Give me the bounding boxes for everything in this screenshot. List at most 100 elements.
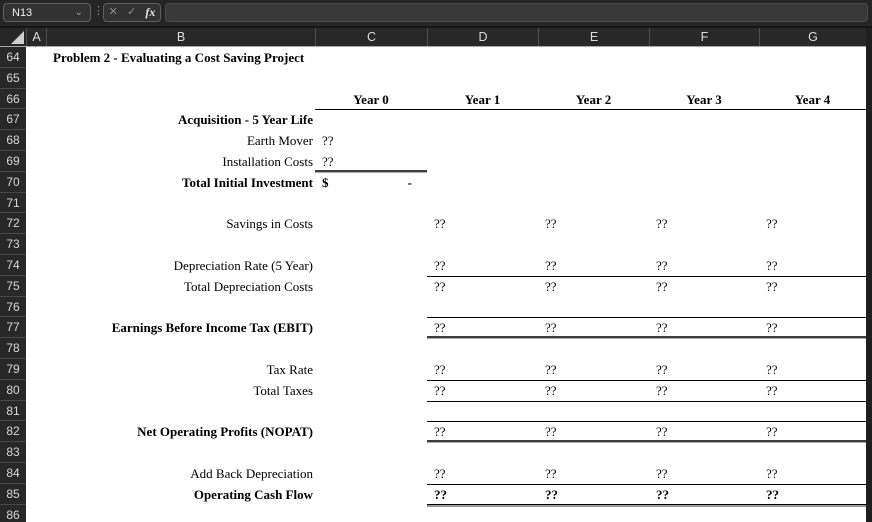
cell-G72[interactable]: ??	[766, 216, 778, 232]
insert-function-icon[interactable]: fx	[145, 5, 156, 19]
column-header-E[interactable]: E	[538, 28, 649, 46]
cell-G82[interactable]: ??	[766, 424, 778, 440]
cell-G66[interactable]: Year 4	[794, 91, 831, 107]
row-header-64[interactable]: 64	[0, 47, 26, 68]
cell-D82[interactable]: ??	[434, 424, 446, 440]
cell-E72[interactable]: ??	[545, 216, 557, 232]
cell-E82[interactable]: ??	[545, 424, 557, 440]
column-header-G[interactable]: G	[759, 28, 866, 46]
column-header-B[interactable]: B	[46, 28, 315, 46]
cell-G74[interactable]: ??	[766, 258, 778, 273]
row-header-80[interactable]: 80	[0, 379, 26, 401]
cell-F74[interactable]: ??	[656, 258, 668, 273]
row-header-68[interactable]: 68	[0, 130, 26, 151]
cell-D80[interactable]: ??	[434, 382, 446, 398]
row-header-86[interactable]: 86	[0, 504, 26, 522]
row-header-74[interactable]: 74	[0, 255, 26, 276]
cell-D84[interactable]: ??	[434, 466, 446, 481]
cell-F72[interactable]: ??	[656, 216, 668, 232]
cell-B82[interactable]: Net Operating Profits (NOPAT)	[137, 424, 313, 440]
cell-E80[interactable]: ??	[545, 382, 557, 398]
column-header-F[interactable]: F	[649, 28, 759, 46]
cell-E66[interactable]: Year 2	[575, 91, 612, 107]
cell-D77[interactable]: ??	[434, 320, 446, 336]
cell-B77[interactable]: Earnings Before Income Tax (EBIT)	[111, 320, 313, 336]
formula-input[interactable]	[165, 3, 868, 22]
cell-C68[interactable]: ??	[322, 133, 334, 149]
cell-G84[interactable]: ??	[766, 466, 778, 481]
cell-C70[interactable]: $	[322, 174, 329, 190]
cell-B68[interactable]: Earth Mover	[246, 133, 313, 149]
cell-G75[interactable]: ??	[766, 278, 778, 294]
cell-G85[interactable]: ??	[766, 486, 779, 502]
name-box[interactable]: N13 ⌄	[3, 3, 91, 22]
cell-B64[interactable]: Problem 2 - Evaluating a Cost Saving Pro…	[53, 50, 305, 65]
row-header-81[interactable]: 81	[0, 400, 26, 422]
cell-B75[interactable]: Total Depreciation Costs	[183, 278, 313, 294]
cell-E85[interactable]: ??	[545, 486, 558, 502]
column-header-A[interactable]: A	[26, 28, 46, 46]
cell-B72[interactable]: Savings in Costs	[226, 216, 313, 232]
row-header-66[interactable]: 66	[0, 88, 26, 110]
enter-icon[interactable]: ✓	[127, 6, 137, 18]
row-header-73[interactable]: 73	[0, 234, 26, 255]
cell-B85[interactable]: Operating Cash Flow	[193, 486, 313, 502]
cell-G80[interactable]: ??	[766, 382, 778, 398]
cell-E75[interactable]: ??	[545, 278, 557, 294]
row-header-82[interactable]: 82	[0, 421, 26, 443]
cell-G79[interactable]: ??	[766, 362, 778, 377]
cell-E84[interactable]: ??	[545, 466, 557, 481]
row-header-65[interactable]: 65	[0, 67, 26, 89]
row-header-85[interactable]: 85	[0, 483, 26, 505]
cell-D79[interactable]: ??	[434, 362, 446, 377]
cell-C70[interactable]: -	[407, 174, 412, 190]
row-header-67[interactable]: 67	[0, 109, 26, 131]
row-header-70[interactable]: 70	[0, 171, 26, 193]
cell-B79[interactable]: Tax Rate	[266, 362, 313, 377]
column-header-C[interactable]: C	[315, 28, 427, 46]
cell-D74[interactable]: ??	[434, 258, 446, 273]
cell-B67[interactable]: Acquisition - 5 Year Life	[177, 112, 313, 128]
cell-F85[interactable]: ??	[656, 486, 669, 502]
cell-F84[interactable]: ??	[656, 466, 668, 481]
cell-D75[interactable]: ??	[434, 278, 446, 294]
select-all-button[interactable]	[0, 28, 26, 46]
row-header-76[interactable]: 76	[0, 296, 26, 318]
cell-E77[interactable]: ??	[545, 320, 557, 336]
cell-E74[interactable]: ??	[545, 258, 557, 273]
cell-F82[interactable]: ??	[656, 424, 668, 440]
name-box-value: N13	[12, 6, 33, 19]
cell-E79[interactable]: ??	[545, 362, 557, 377]
cell-B70[interactable]: Total Initial Investment	[182, 174, 313, 190]
cell-G77[interactable]: ??	[766, 320, 778, 336]
cell-B69[interactable]: Installation Costs	[222, 154, 313, 169]
row-header-79[interactable]: 79	[0, 359, 26, 380]
chevron-down-icon[interactable]: ⌄	[74, 6, 83, 18]
cell-B80[interactable]: Total Taxes	[253, 382, 313, 398]
row-header-84[interactable]: 84	[0, 463, 26, 484]
cell-F77[interactable]: ??	[656, 320, 668, 336]
cell-D72[interactable]: ??	[434, 216, 446, 232]
row-header-83[interactable]: 83	[0, 442, 26, 463]
row-header-71[interactable]: 71	[0, 192, 26, 214]
row-header-75[interactable]: 75	[0, 275, 26, 297]
column-header-D[interactable]: D	[427, 28, 538, 46]
cell-D66[interactable]: Year 1	[464, 91, 501, 107]
formula-buttons: ✕ ✓ fx	[103, 3, 161, 22]
cell-C69[interactable]: ??	[322, 154, 334, 169]
row-header-69[interactable]: 69	[0, 151, 26, 172]
cell-F79[interactable]: ??	[656, 362, 668, 377]
cell-B84[interactable]: Add Back Depreciation	[190, 466, 313, 481]
row-header-72[interactable]: 72	[0, 213, 26, 235]
cell-B74[interactable]: Depreciation Rate (5 Year)	[173, 258, 313, 273]
cell-C66[interactable]: Year 0	[353, 91, 389, 107]
cell-F80[interactable]: ??	[656, 382, 668, 398]
cell-F66[interactable]: Year 3	[686, 91, 722, 107]
row-header-77[interactable]: 77	[0, 317, 26, 339]
row-header-78[interactable]: 78	[0, 338, 26, 359]
cancel-icon[interactable]: ✕	[108, 6, 118, 18]
cell-F75[interactable]: ??	[656, 278, 668, 294]
cell-D85[interactable]: ??	[434, 486, 447, 502]
